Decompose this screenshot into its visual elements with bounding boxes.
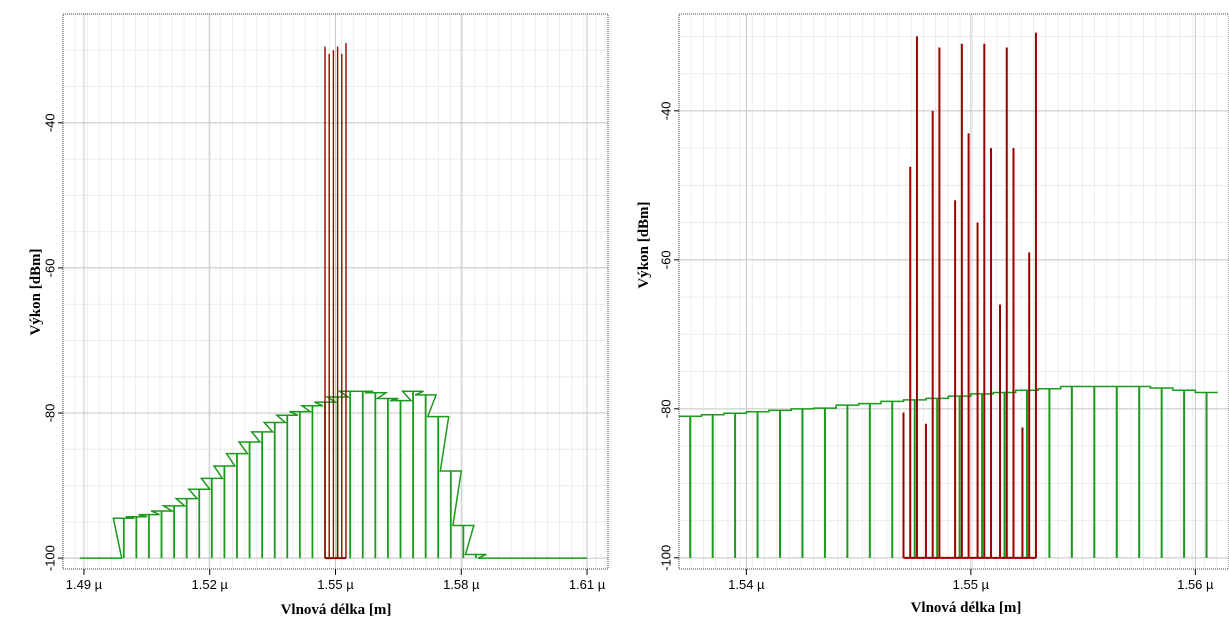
x-axis-label: Vlnová délka [m] — [281, 602, 392, 618]
series-0 — [79, 390, 588, 559]
x-tick-label: 1.61 µ — [569, 577, 606, 592]
series-1 — [324, 43, 347, 560]
y-tick-label: -60 — [42, 259, 57, 278]
y-axis-label: Výkon [dBm] — [28, 248, 44, 335]
x-tick-label: 1.55 µ — [317, 577, 354, 592]
plot-frame — [678, 13, 1229, 570]
chart-right: 1.54 µ 1.55 µ 1.56 µ -40 -60 -80 -100 Vlnová dé… — [636, 13, 1229, 616]
y-tick-label: -40 — [658, 101, 673, 120]
y-tick-label: -40 — [42, 113, 57, 132]
chart-left: 1.49 µ 1.52 µ 1.55 µ 1.58 µ 1.61 µ -40 -60 -80 -… — [28, 13, 609, 618]
x-tick-label: 1.52 µ — [192, 577, 229, 592]
x-tick-label: 1.58 µ — [443, 577, 480, 592]
y-tick-label: -100 — [658, 545, 673, 571]
series-envelope — [679, 385, 1218, 418]
y-tick-label: -80 — [42, 404, 57, 423]
plot-area — [679, 14, 1229, 569]
y-tick-label: -80 — [658, 399, 673, 418]
series-0 — [679, 385, 1218, 558]
x-axis-label: Vlnová délka [m] — [911, 600, 1022, 616]
x-tick-label: 1.55 µ — [953, 577, 990, 592]
y-axis-label: Výkon [dBm] — [636, 201, 652, 288]
x-tick-label: 1.49 µ — [66, 577, 103, 592]
x-tick-label: 1.56 µ — [1177, 577, 1214, 592]
y-tick-label: -60 — [658, 250, 673, 269]
series-envelope — [79, 390, 588, 559]
x-tick-label: 1.54 µ — [728, 577, 765, 592]
series-1 — [902, 32, 1037, 559]
y-tick-label: -100 — [42, 545, 57, 571]
